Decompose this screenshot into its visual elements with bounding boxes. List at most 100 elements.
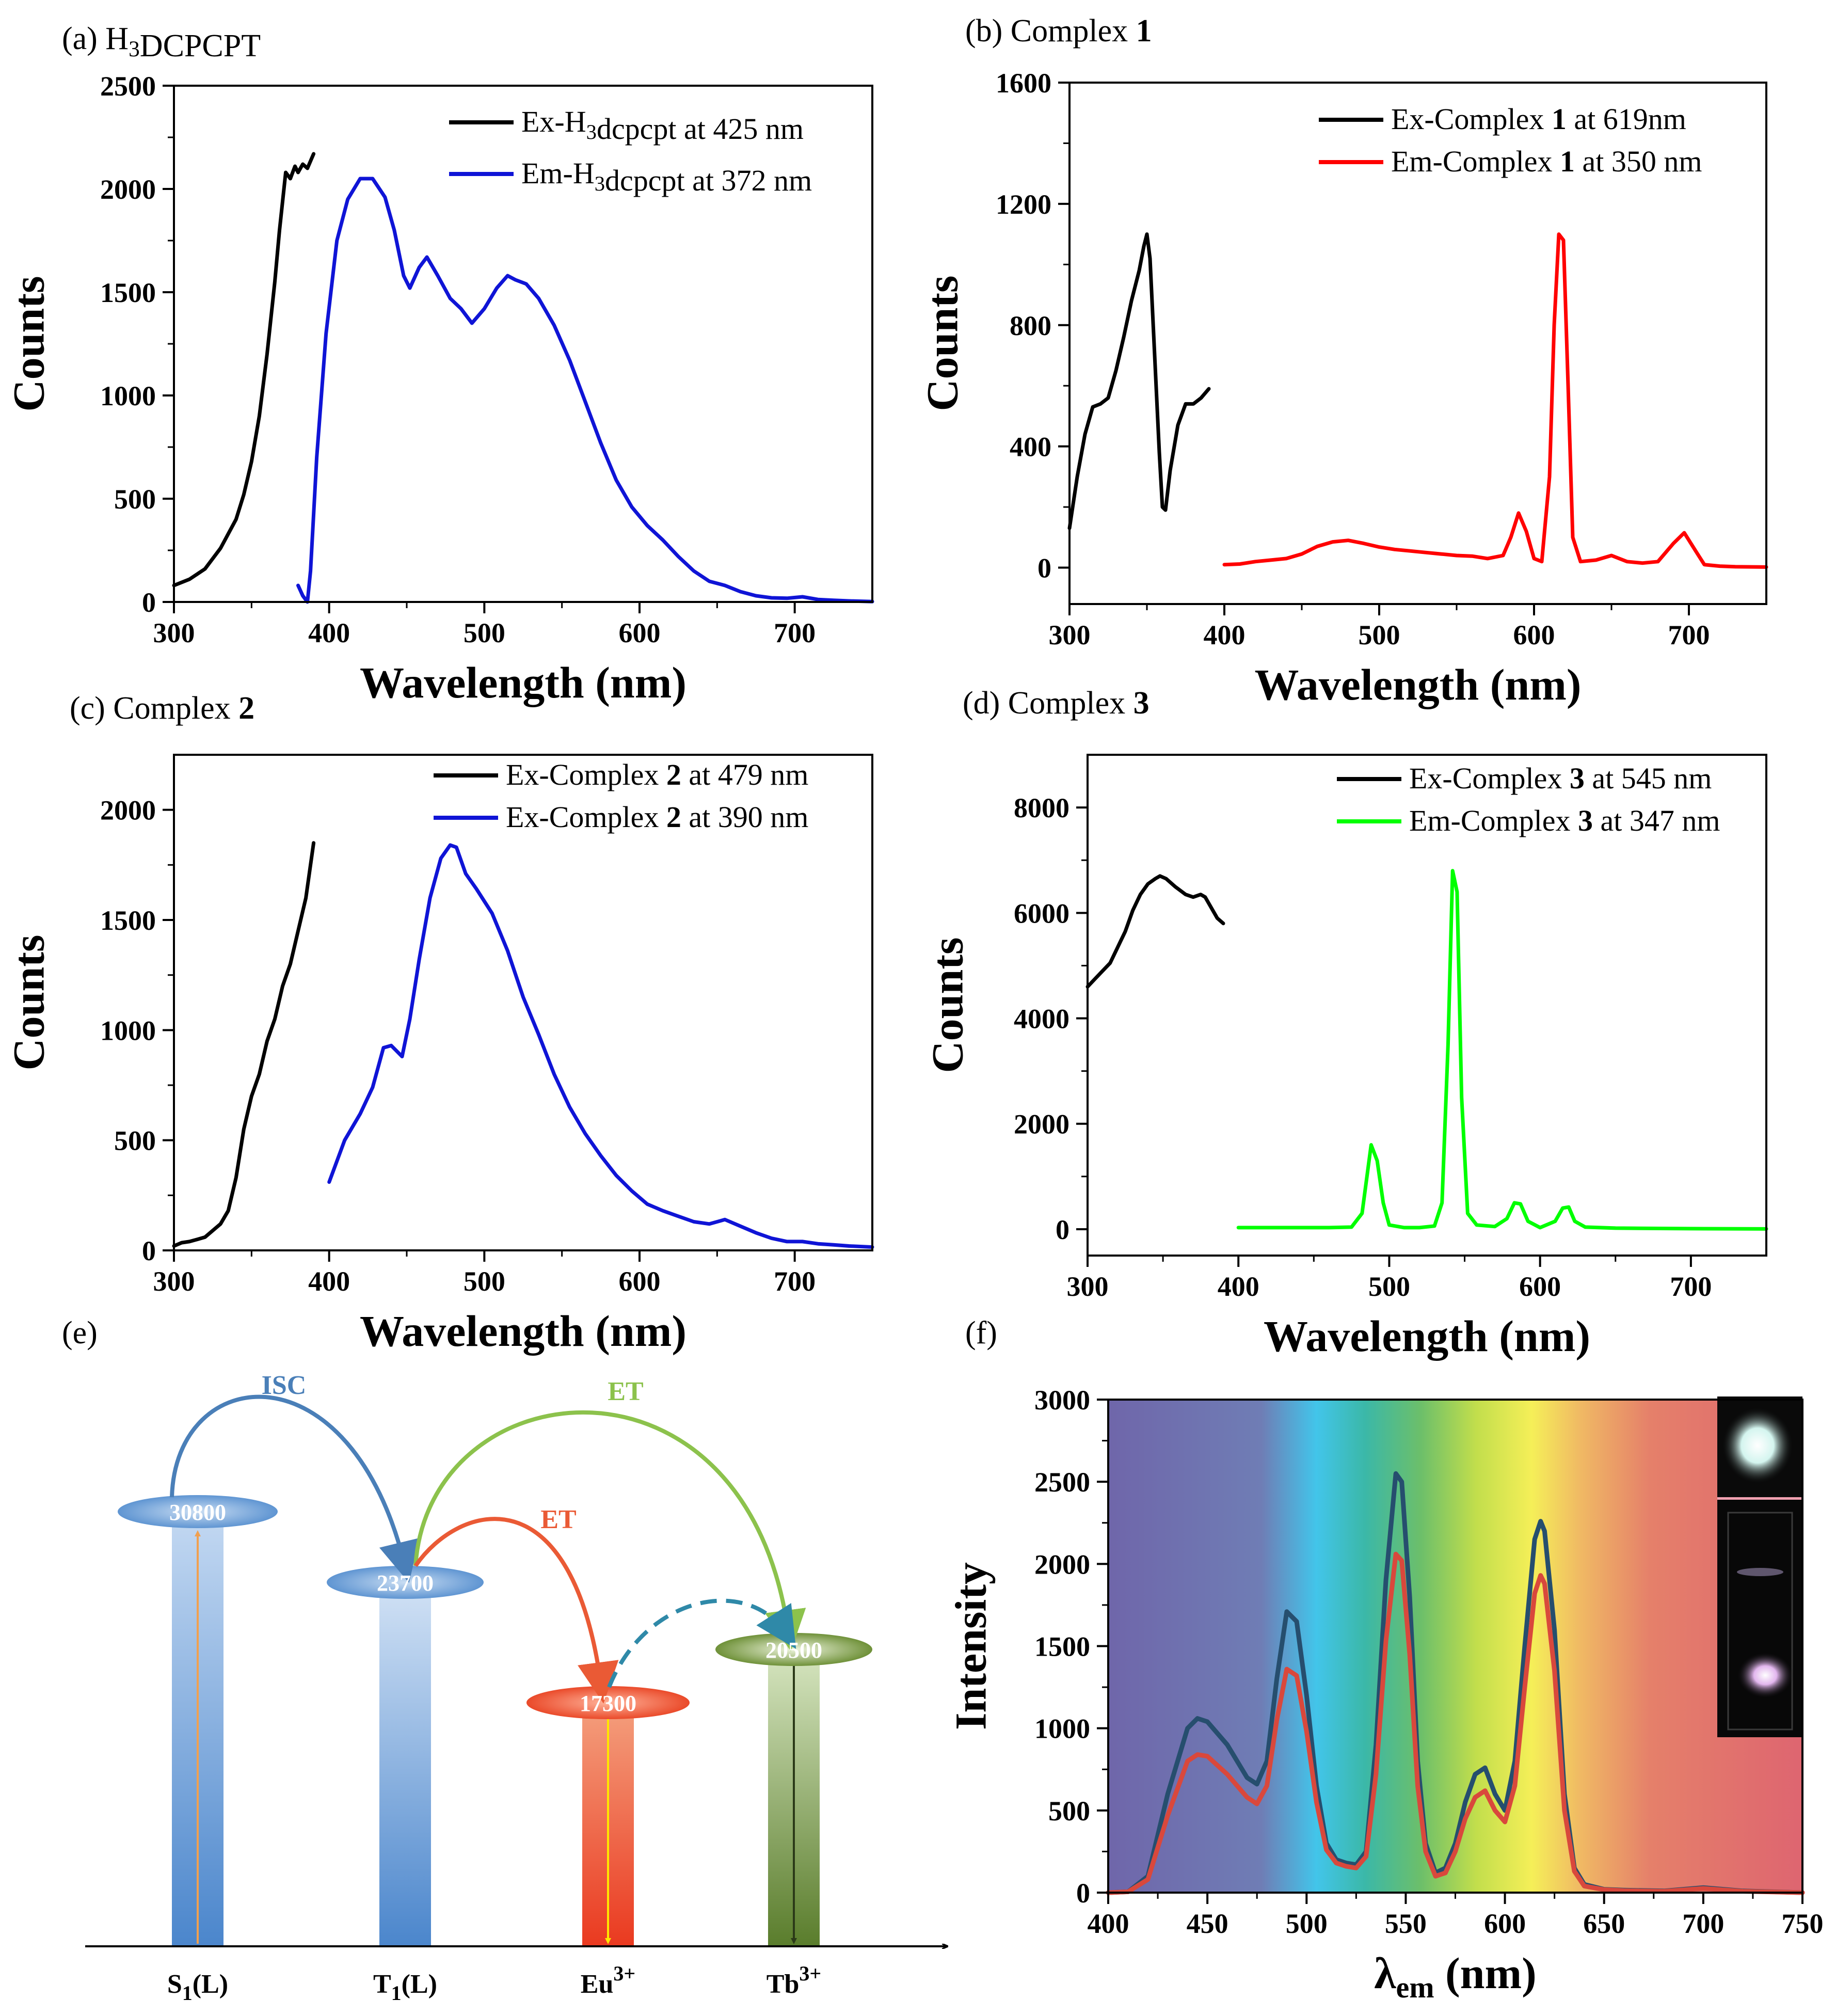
series-line	[1236, 869, 1768, 1231]
y-tick-label: 1000	[100, 380, 156, 411]
x-tick-label: 300	[1067, 1271, 1109, 1302]
x-tick-label: 500	[1368, 1271, 1410, 1302]
y-tick-label: 8000	[1014, 792, 1069, 823]
y-tick-label: 2000	[1014, 1109, 1069, 1140]
spectrum-background	[1108, 1400, 1802, 1893]
x-tick-label: 700	[774, 617, 816, 648]
chart-b: (b) Complex 1 300 400 500 600 700 0 400 800 1200 1…	[918, 13, 1768, 709]
back-transfer-arrow	[607, 1598, 796, 1688]
y-tick-label: 3000	[1034, 1385, 1090, 1416]
y-tick-label: 500	[114, 1125, 156, 1156]
x-tick-label: 500	[464, 617, 505, 648]
cuvette-glow	[1737, 1652, 1794, 1698]
x-tick-label: 700	[774, 1266, 816, 1297]
series-line	[327, 843, 874, 1249]
x-tick-label: 700	[1682, 1908, 1724, 1939]
x-axis-label: Wavelength (nm)	[1264, 1311, 1590, 1361]
legend-label: Ex-Complex 2 at 479 nm	[506, 758, 808, 791]
eu-axis-label: Eu3+	[581, 1962, 635, 1999]
y-tick-label: 1000	[1034, 1713, 1090, 1744]
x-axis-label: Wavelength (nm)	[360, 658, 686, 707]
et-tb-label: ET	[608, 1377, 643, 1406]
legend-label: Em-H3dcpcpt at 372 nm	[521, 156, 812, 197]
y-tick-label: 0	[1076, 1878, 1090, 1909]
x-axis-label: Wavelength (nm)	[1254, 660, 1581, 709]
tb-axis-label: Tb3+	[767, 1962, 821, 1999]
y-tick-label: 500	[1048, 1796, 1090, 1827]
x-axis-label: Wavelength (nm)	[360, 1306, 686, 1356]
x-tick-label: 300	[1049, 620, 1091, 650]
series-line	[296, 177, 874, 604]
y-tick-label: 500	[114, 484, 156, 515]
t1-level-value: 23700	[377, 1570, 434, 1596]
y-tick-label: 1500	[100, 905, 156, 936]
plot-frame	[173, 754, 873, 1251]
x-tick-label: 400	[1204, 620, 1246, 650]
cuvette-glass	[1727, 1512, 1793, 1731]
x-tick-label: 600	[1513, 620, 1555, 650]
et-to-tb-arrow	[413, 1410, 806, 1652]
y-tick-label: 2000	[1034, 1549, 1090, 1580]
y-tick-label: 1500	[1034, 1631, 1090, 1662]
y-tick-label: 6000	[1014, 898, 1069, 929]
y-tick-label: 4000	[1014, 1004, 1069, 1035]
x-tick-label: 500	[464, 1266, 505, 1297]
y-tick-label: 0	[142, 1235, 156, 1266]
x-tick-label: 600	[1519, 1271, 1561, 1302]
x-tick-label: 750	[1782, 1908, 1824, 1939]
series-line	[172, 841, 316, 1248]
y-tick-label: 1200	[996, 189, 1051, 220]
eu-level-value: 17300	[580, 1691, 636, 1716]
t1-bar	[379, 1582, 431, 1945]
x-tick-label: 400	[308, 1266, 350, 1297]
x-tick-label: 650	[1583, 1908, 1625, 1939]
inset-photos	[1717, 1396, 1802, 1737]
x-tick-label: 400	[308, 617, 350, 648]
chart-title: (f)	[965, 1315, 997, 1351]
y-tick-label: 0	[1056, 1214, 1069, 1245]
series-line	[1067, 232, 1211, 530]
cuvette-photo-icon	[1717, 1500, 1802, 1737]
x-tick-label: 600	[1484, 1908, 1526, 1939]
y-tick-label: 2000	[100, 795, 156, 826]
isc-arrow	[170, 1394, 420, 1583]
y-axis-label: Counts	[4, 276, 54, 412]
chart-d: (d) Complex 3 300 400 500 600 700 0 2000 4000 600…	[923, 686, 1768, 1361]
y-tick-label: 0	[142, 587, 156, 618]
series-line	[1222, 232, 1768, 569]
x-tick-label: 550	[1385, 1908, 1427, 1939]
x-tick-label: 700	[1670, 1271, 1712, 1302]
charts-layer: (a) H3DCPCPT 300 400 500 600 700 0 500 1000 1500 2…	[4, 13, 1824, 2004]
photo-divider	[1717, 1497, 1802, 1500]
y-tick-label: 1600	[996, 68, 1051, 99]
chart-c: (c) Complex 2 300 400 500 600 700 0 500 1000 1500…	[4, 691, 874, 1356]
legend-label: Ex-Complex 2 at 390 nm	[506, 800, 808, 834]
x-tick-label: 700	[1668, 620, 1710, 650]
panel-e-title: (e)	[62, 1315, 98, 1351]
y-axis-label: Counts	[918, 276, 967, 411]
x-axis-label: λem (nm)	[1374, 1948, 1537, 2004]
y-axis-label: Counts	[4, 935, 54, 1071]
s1-level-disc	[118, 1495, 278, 1528]
et-eu-label: ET	[540, 1505, 576, 1534]
x-tick-label: 600	[619, 617, 661, 648]
plot-frame	[1087, 754, 1767, 1257]
chart-a: (a) H3DCPCPT 300 400 500 600 700 0 500 1000 1500 2…	[4, 21, 874, 707]
s1-axis-label: S1(L)	[167, 1970, 228, 2005]
x-tick-label: 300	[153, 1266, 195, 1297]
x-tick-label: 450	[1187, 1908, 1228, 1939]
plot-frame	[1068, 82, 1767, 605]
y-tick-label: 2500	[100, 71, 156, 102]
y-tick-label: 2500	[1034, 1467, 1090, 1498]
tb-level-value: 20500	[765, 1638, 822, 1663]
chart-title: (d) Complex 3	[963, 686, 1150, 721]
legend-label: Em-Complex 1 at 350 nm	[1391, 145, 1702, 178]
et-to-eu-arrow	[413, 1517, 619, 1704]
legend-label: Ex-H3dcpcpt at 425 nm	[521, 105, 804, 146]
cuvette-meniscus	[1737, 1568, 1783, 1576]
legend-label: Ex-Complex 1 at 619nm	[1391, 102, 1686, 136]
chart-title: (b) Complex 1	[965, 13, 1152, 49]
y-axis-label: Intensity	[946, 1562, 996, 1730]
y-tick-label: 0	[1037, 553, 1051, 584]
chart-title: (c) Complex 2	[70, 691, 254, 726]
